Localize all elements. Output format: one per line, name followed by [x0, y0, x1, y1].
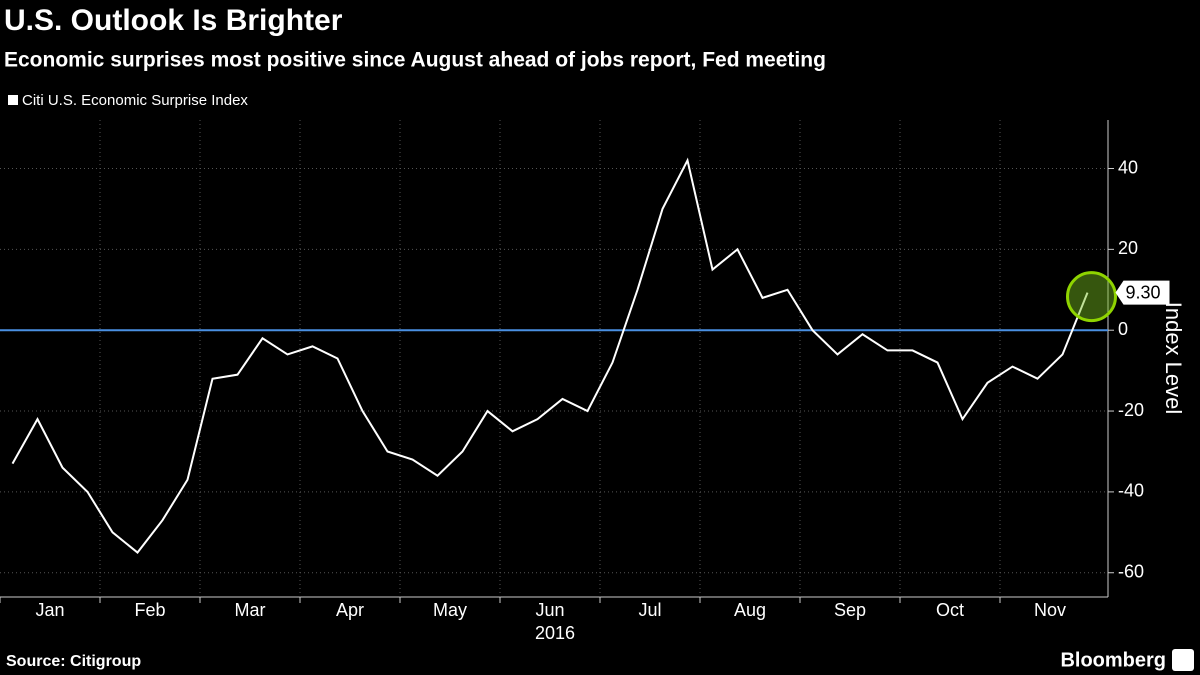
value-label-box	[1115, 280, 1170, 305]
y-tick-label: 0	[1118, 319, 1128, 339]
value-label: 9.30	[1126, 282, 1161, 302]
y-tick-label: 20	[1118, 238, 1138, 258]
x-tick-label: Oct	[936, 600, 964, 620]
brand-icon	[1172, 649, 1194, 671]
y-tick-label: -40	[1118, 481, 1144, 501]
y-axis-label: Index Level	[1161, 302, 1186, 415]
x-tick-label: Nov	[1034, 600, 1066, 620]
series-line	[11, 157, 1089, 554]
brand: Bloomberg	[1060, 649, 1166, 671]
x-axis-label: 2016	[535, 623, 575, 643]
x-tick-label: Jan	[35, 600, 64, 620]
x-tick-label: Feb	[134, 600, 165, 620]
chart-subtitle: Economic surprises most positive since A…	[4, 49, 826, 72]
y-tick-label: 40	[1118, 157, 1138, 177]
legend-label: Citi U.S. Economic Surprise Index	[22, 92, 248, 109]
y-tick-label: -20	[1118, 400, 1144, 420]
y-tick-label: -60	[1118, 561, 1144, 581]
x-tick-label: May	[433, 600, 467, 620]
x-tick-label: Jun	[535, 600, 564, 620]
source: Source: Citigroup	[6, 653, 141, 670]
legend-swatch	[8, 95, 18, 105]
x-tick-label: Sep	[834, 600, 866, 620]
x-tick-label: Mar	[235, 600, 266, 620]
chart-title: U.S. Outlook Is Brighter	[4, 4, 343, 37]
highlight-circle	[1066, 271, 1117, 323]
x-tick-label: Apr	[336, 600, 364, 620]
x-tick-label: Jul	[638, 600, 661, 620]
x-tick-label: Aug	[734, 600, 766, 620]
